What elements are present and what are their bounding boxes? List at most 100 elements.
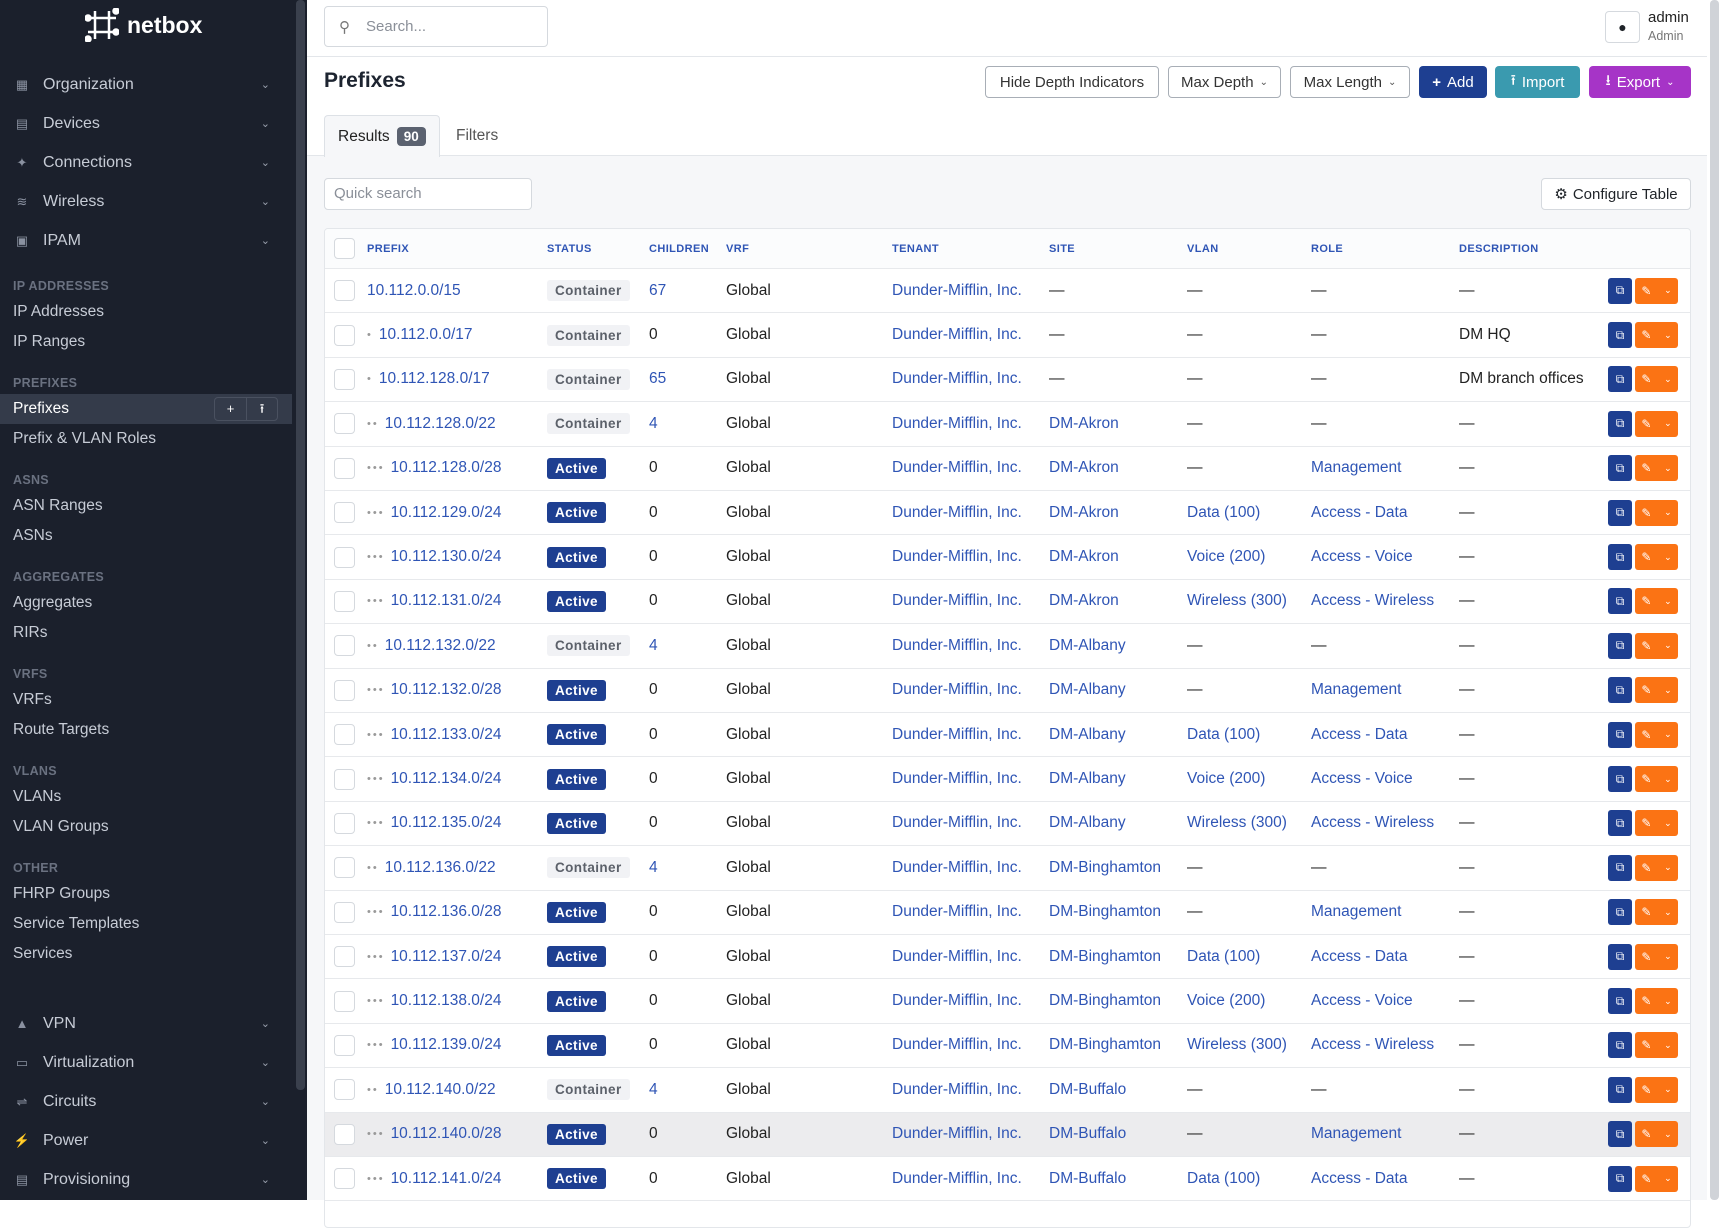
prefix-link[interactable]: 10.112.140.0/28 (390, 1125, 502, 1143)
tenant-link[interactable]: Dunder-Mifflin, Inc. (892, 1125, 1022, 1143)
prefix-link[interactable]: 10.112.129.0/24 (390, 503, 502, 521)
role-link[interactable]: Access - Voice (1311, 548, 1413, 566)
clone-button[interactable]: ⧉ (1608, 766, 1632, 793)
row-checkbox[interactable] (334, 635, 355, 657)
vlan-link[interactable]: Wireless (300) (1187, 814, 1287, 832)
column-header-description[interactable]: DESCRIPTION (1459, 242, 1539, 255)
prefix-link[interactable]: 10.112.139.0/24 (390, 1036, 502, 1054)
tenant-link[interactable]: Dunder-Mifflin, Inc. (892, 903, 1022, 921)
prefix-link[interactable]: 10.112.141.0/24 (390, 1169, 502, 1187)
sidebar-menu-ipam[interactable]: ▣ IPAM ⌄ (0, 221, 292, 260)
row-checkbox[interactable] (334, 324, 355, 346)
clone-button[interactable]: ⧉ (1608, 544, 1632, 571)
row-checkbox[interactable] (334, 502, 355, 524)
sidebar-menu-power[interactable]: ⚡ Power ⌄ (0, 1121, 292, 1160)
tenant-link[interactable]: Dunder-Mifflin, Inc. (892, 503, 1022, 521)
user-name[interactable]: admin (1648, 9, 1689, 26)
site-link[interactable]: DM-Akron (1049, 548, 1119, 566)
sidebar-menu-wireless[interactable]: ≋ Wireless ⌄ (0, 182, 292, 221)
prefix-link[interactable]: 10.112.133.0/24 (390, 725, 502, 743)
tenant-link[interactable]: Dunder-Mifflin, Inc. (892, 681, 1022, 699)
column-header-prefix[interactable]: PREFIX (367, 242, 410, 255)
clone-button[interactable]: ⧉ (1608, 455, 1632, 482)
select-all-checkbox[interactable] (334, 238, 355, 259)
role-link[interactable]: Access - Data (1311, 1169, 1408, 1187)
tenant-link[interactable]: Dunder-Mifflin, Inc. (892, 414, 1022, 432)
site-link[interactable]: DM-Binghamton (1049, 903, 1161, 921)
children-count[interactable]: 67 (649, 281, 667, 299)
clone-button[interactable]: ⧉ (1608, 1076, 1632, 1103)
sidebar-item-vrfs[interactable]: VRFs (0, 685, 292, 715)
tenant-link[interactable]: Dunder-Mifflin, Inc. (892, 636, 1022, 654)
tab-filters[interactable]: Filters (443, 115, 511, 157)
role-link[interactable]: Management (1311, 1125, 1402, 1143)
row-checkbox[interactable] (334, 1034, 355, 1056)
edit-button[interactable]: ✎ ⌄ (1635, 1121, 1678, 1148)
main-scrollbar[interactable] (1710, 0, 1719, 1200)
children-count[interactable]: 4 (649, 858, 658, 876)
tenant-link[interactable]: Dunder-Mifflin, Inc. (892, 725, 1022, 743)
tenant-link[interactable]: Dunder-Mifflin, Inc. (892, 326, 1022, 344)
clone-button[interactable]: ⧉ (1608, 899, 1632, 926)
tenant-link[interactable]: Dunder-Mifflin, Inc. (892, 548, 1022, 566)
sidebar-item-asn-ranges[interactable]: ASN Ranges (0, 491, 292, 521)
edit-button[interactable]: ✎ ⌄ (1635, 455, 1678, 482)
prefix-link[interactable]: 10.112.128.0/28 (390, 459, 502, 477)
tenant-link[interactable]: Dunder-Mifflin, Inc. (892, 770, 1022, 788)
vlan-link[interactable]: Voice (200) (1187, 992, 1266, 1010)
row-checkbox[interactable] (334, 590, 355, 612)
clone-button[interactable]: ⧉ (1608, 810, 1632, 837)
prefix-link[interactable]: 10.112.134.0/24 (390, 770, 502, 788)
sidebar-item-services[interactable]: Services (0, 939, 292, 969)
role-link[interactable]: Access - Wireless (1311, 592, 1435, 610)
column-header-vrf[interactable]: VRF (726, 242, 750, 255)
edit-button[interactable]: ✎ ⌄ (1635, 1032, 1678, 1059)
prefix-link[interactable]: 10.112.140.0/22 (384, 1080, 496, 1098)
netbox-logo[interactable]: netbox (85, 8, 202, 42)
tenant-link[interactable]: Dunder-Mifflin, Inc. (892, 281, 1022, 299)
role-link[interactable]: Management (1311, 459, 1402, 477)
prefix-link[interactable]: 10.112.128.0/17 (378, 370, 490, 388)
tenant-link[interactable]: Dunder-Mifflin, Inc. (892, 1036, 1022, 1054)
tenant-link[interactable]: Dunder-Mifflin, Inc. (892, 592, 1022, 610)
row-checkbox[interactable] (334, 768, 355, 790)
prefix-link[interactable]: 10.112.132.0/22 (384, 636, 496, 654)
edit-button[interactable]: ✎ ⌄ (1635, 988, 1678, 1015)
add-icon[interactable]: + (226, 401, 235, 416)
prefix-link[interactable]: 10.112.128.0/22 (384, 414, 496, 432)
site-link[interactable]: DM-Albany (1049, 681, 1126, 699)
sidebar-menu-vpn[interactable]: ▲ VPN ⌄ (0, 1004, 292, 1043)
sidebar-menu-provisioning[interactable]: ▤ Provisioning ⌄ (0, 1160, 292, 1199)
row-checkbox[interactable] (334, 857, 355, 879)
edit-button[interactable]: ✎ ⌄ (1635, 766, 1678, 793)
role-link[interactable]: Management (1311, 681, 1402, 699)
tenant-link[interactable]: Dunder-Mifflin, Inc. (892, 947, 1022, 965)
vlan-link[interactable]: Data (100) (1187, 503, 1261, 521)
sidebar-menu-circuits[interactable]: ⇌ Circuits ⌄ (0, 1082, 292, 1121)
children-count[interactable]: 4 (649, 414, 658, 432)
sidebar-menu-connections[interactable]: ✦ Connections ⌄ (0, 143, 292, 182)
add-button[interactable]: + Add (1419, 66, 1487, 98)
edit-button[interactable]: ✎ ⌄ (1635, 810, 1678, 837)
sidebar-item-service-templates[interactable]: Service Templates (0, 909, 292, 939)
clone-button[interactable]: ⧉ (1608, 988, 1632, 1015)
clone-button[interactable]: ⧉ (1608, 854, 1632, 881)
column-header-children[interactable]: CHILDREN (649, 242, 710, 255)
sidebar-menu-organization[interactable]: ▦ Organization ⌄ (0, 65, 292, 104)
row-checkbox[interactable] (334, 413, 355, 435)
prefix-link[interactable]: 10.112.0.0/15 (367, 281, 461, 299)
sidebar-item-aggregates[interactable]: Aggregates (0, 588, 292, 618)
edit-button[interactable]: ✎ ⌄ (1635, 544, 1678, 571)
tenant-link[interactable]: Dunder-Mifflin, Inc. (892, 1080, 1022, 1098)
clone-button[interactable]: ⧉ (1608, 588, 1632, 615)
sidebar-item-asns[interactable]: ASNs (0, 521, 292, 551)
role-link[interactable]: Access - Wireless (1311, 1036, 1435, 1054)
clone-button[interactable]: ⧉ (1608, 277, 1632, 304)
clone-button[interactable]: ⧉ (1608, 1121, 1632, 1148)
sidebar-item-prefix-vlan-roles[interactable]: Prefix & VLAN Roles (0, 424, 292, 454)
clone-button[interactable]: ⧉ (1608, 499, 1632, 526)
edit-button[interactable]: ✎ ⌄ (1635, 854, 1678, 881)
sidebar-item-ip-ranges[interactable]: IP Ranges (0, 327, 292, 357)
prefix-link[interactable]: 10.112.138.0/24 (390, 992, 502, 1010)
site-link[interactable]: DM-Binghamton (1049, 992, 1161, 1010)
